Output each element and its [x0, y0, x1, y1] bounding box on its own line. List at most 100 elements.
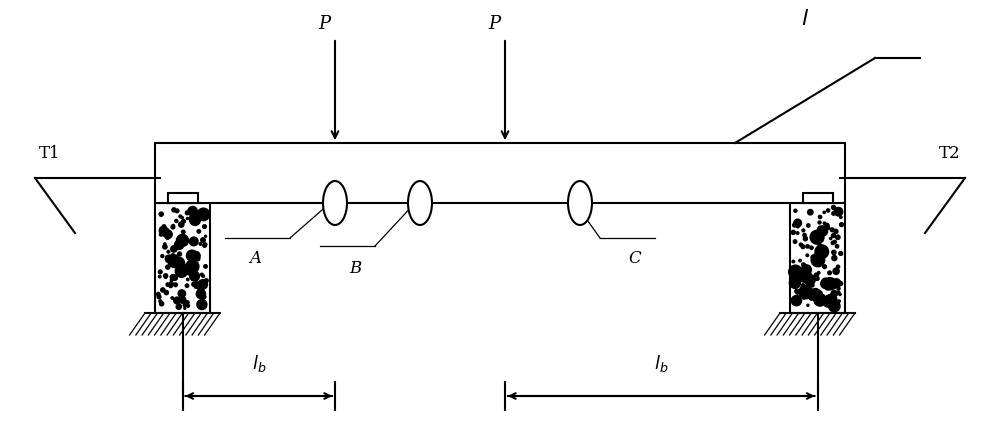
Point [795, 261, 811, 268]
Point [158, 272, 174, 280]
Point [787, 280, 803, 288]
Circle shape [172, 275, 177, 280]
Point [800, 302, 816, 309]
Point [158, 289, 174, 296]
Point [174, 214, 190, 221]
Point [163, 282, 179, 289]
Circle shape [791, 296, 802, 306]
Point [803, 244, 819, 251]
Point [168, 217, 184, 224]
Circle shape [197, 208, 210, 220]
Point [816, 220, 832, 227]
Point [795, 243, 811, 250]
Circle shape [178, 290, 186, 297]
Point [155, 286, 171, 293]
Circle shape [832, 255, 837, 261]
Circle shape [196, 289, 206, 298]
Point [182, 262, 198, 269]
Circle shape [832, 279, 841, 287]
Text: T2: T2 [939, 145, 961, 161]
Circle shape [186, 250, 197, 261]
Point [826, 210, 842, 217]
Point [159, 255, 175, 262]
Point [832, 280, 848, 287]
Circle shape [831, 290, 837, 297]
Point [179, 282, 195, 289]
Point [823, 235, 839, 242]
Point [196, 293, 212, 300]
Point [785, 229, 801, 236]
Point [831, 297, 847, 305]
Circle shape [165, 255, 173, 263]
Text: A: A [249, 250, 261, 267]
Text: P: P [318, 15, 330, 33]
Circle shape [190, 215, 200, 225]
Point [831, 289, 847, 296]
Point [830, 263, 846, 271]
Circle shape [814, 294, 826, 306]
Point [825, 281, 841, 289]
Point [177, 305, 193, 312]
Point [172, 250, 188, 258]
Point [180, 302, 196, 310]
Point [797, 232, 813, 239]
Point [785, 258, 801, 265]
Point [825, 279, 841, 286]
Circle shape [817, 226, 828, 236]
Point [197, 242, 213, 249]
Point [185, 205, 201, 212]
Circle shape [822, 278, 829, 286]
Circle shape [176, 234, 189, 246]
Point [831, 285, 847, 292]
Text: P: P [488, 15, 500, 33]
Circle shape [810, 290, 816, 296]
Point [151, 293, 167, 301]
Point [195, 294, 211, 302]
Point [826, 249, 842, 256]
Point [834, 221, 850, 228]
Point [175, 228, 191, 236]
Point [812, 242, 828, 250]
Point [790, 290, 806, 297]
Point [809, 253, 825, 260]
Point [803, 295, 819, 302]
Point [812, 225, 828, 232]
Point [185, 257, 201, 264]
Point [822, 269, 838, 276]
Point [787, 221, 803, 228]
Circle shape [798, 269, 811, 282]
Circle shape [197, 300, 207, 310]
Circle shape [824, 300, 831, 307]
Point [816, 227, 832, 234]
Point [828, 228, 844, 235]
Circle shape [159, 226, 168, 235]
Point [799, 252, 815, 259]
Circle shape [821, 279, 830, 289]
Point [154, 228, 170, 235]
Circle shape [810, 289, 821, 300]
Circle shape [198, 280, 207, 289]
Point [795, 227, 811, 234]
Point [805, 254, 821, 261]
Point [793, 292, 809, 299]
Point [154, 300, 170, 307]
Circle shape [171, 246, 177, 252]
Point [160, 281, 176, 288]
Circle shape [811, 253, 825, 267]
Circle shape [175, 265, 188, 277]
Point [152, 268, 168, 276]
Circle shape [794, 219, 801, 227]
Point [198, 277, 214, 284]
Point [798, 265, 814, 272]
Point [799, 290, 815, 297]
Point [833, 250, 849, 257]
Point [158, 274, 174, 281]
Ellipse shape [568, 181, 592, 225]
Circle shape [173, 257, 185, 269]
Point [824, 226, 840, 233]
Point [164, 276, 180, 284]
Point [150, 291, 166, 298]
Circle shape [201, 238, 205, 242]
Point [190, 216, 206, 224]
Point [813, 295, 829, 302]
